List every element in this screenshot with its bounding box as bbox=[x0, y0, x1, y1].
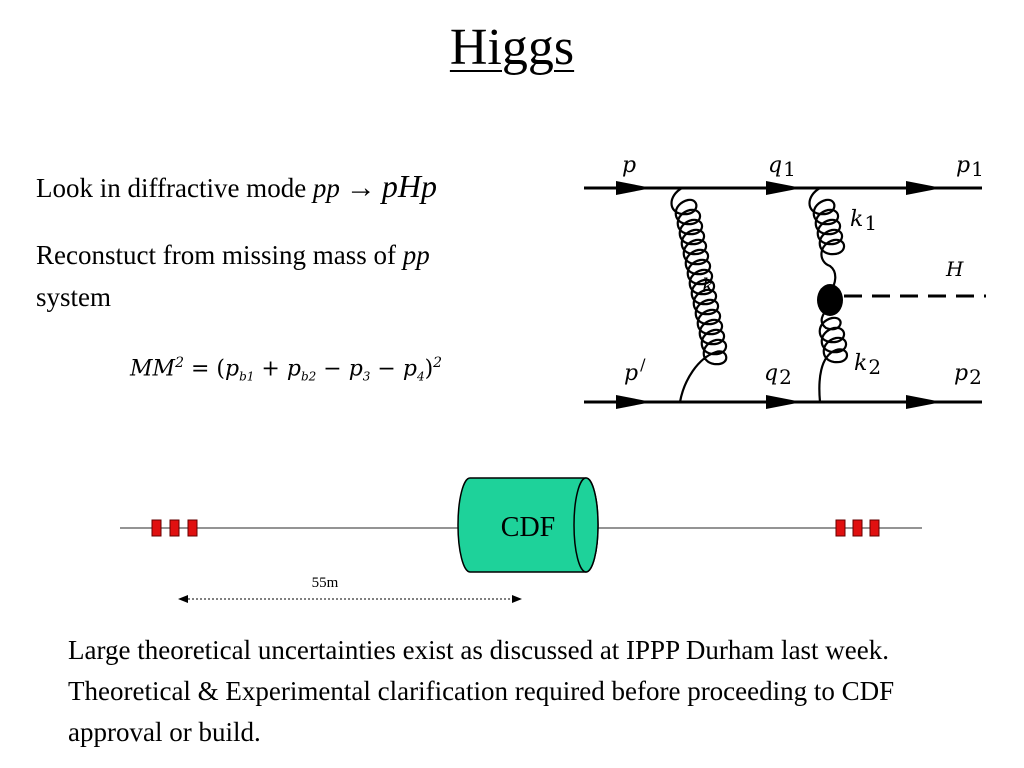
top-arrow-mid bbox=[766, 181, 802, 195]
diffractive-mode-text: Look in diffractive mode bbox=[36, 173, 313, 203]
roman-pot-left-2 bbox=[169, 519, 180, 537]
reconstruct-text: Reconstuct from missing mass of bbox=[36, 240, 403, 270]
roman-pot-left-1 bbox=[151, 519, 162, 537]
formula-close-exp: 2 bbox=[433, 355, 443, 371]
label-k2: k2 bbox=[854, 351, 881, 379]
formula-term3-sub: 3 bbox=[362, 369, 371, 384]
formula-term3: p bbox=[348, 356, 363, 382]
label-h: H bbox=[945, 257, 964, 281]
distance-label: 55m bbox=[312, 575, 339, 591]
label-k: k bbox=[702, 273, 714, 297]
formula-term1-sub: b1 bbox=[239, 369, 255, 384]
formula-term2: p bbox=[286, 356, 301, 382]
formula-minus1: − bbox=[316, 356, 349, 382]
label-p1: p1 bbox=[956, 153, 984, 181]
bottom-arrow-right bbox=[906, 395, 942, 409]
formula-term4: p bbox=[402, 356, 417, 382]
label-p-prime: p / bbox=[624, 355, 646, 386]
roman-pot-right-2 bbox=[852, 519, 863, 537]
higgs-vertex bbox=[817, 284, 843, 316]
cdf-detector: CDF bbox=[457, 477, 599, 573]
formula-term1: p bbox=[225, 356, 240, 382]
cdf-label: CDF bbox=[501, 512, 555, 543]
formula-eq: = ( bbox=[183, 356, 225, 382]
distance-arrow-left bbox=[178, 595, 188, 603]
arrow-symbol: → bbox=[345, 171, 376, 204]
formula-term2-sub: b2 bbox=[300, 369, 317, 384]
reconstruct-line: Reconstuct from missing mass of pp syste… bbox=[36, 234, 556, 318]
label-p2: p2 bbox=[954, 361, 982, 389]
system-text: system bbox=[36, 282, 112, 312]
formula-close: ) bbox=[424, 356, 434, 382]
label-q2: q2 bbox=[764, 361, 792, 389]
gluon-k bbox=[670, 187, 728, 403]
pp-symbol: pp bbox=[312, 173, 340, 203]
formula-minus2: − bbox=[370, 356, 403, 382]
top-arrow-left bbox=[616, 181, 652, 195]
diffractive-mode-line: Look in diffractive mode pp → pHp bbox=[36, 168, 437, 205]
php-symbol: pHp bbox=[381, 168, 438, 204]
distance-arrow-right bbox=[512, 595, 522, 603]
label-p: p bbox=[622, 153, 636, 178]
bottom-arrow-mid bbox=[766, 395, 802, 409]
gluon-k1 bbox=[808, 187, 846, 293]
missing-mass-formula: MM2 = (pb1 + pb2 − p3 − p4)2 bbox=[130, 355, 442, 384]
formula-lhs-exp: 2 bbox=[175, 355, 184, 371]
label-k1: k1 bbox=[850, 207, 877, 235]
roman-pot-right-1 bbox=[835, 519, 846, 537]
roman-pot-right-3 bbox=[869, 519, 880, 537]
pp-system-symbol: pp bbox=[402, 240, 430, 270]
formula-term4-sub: 4 bbox=[416, 369, 425, 384]
slide-title: Higgs bbox=[449, 19, 575, 76]
uncertainty-note: Large theoretical uncertainties exist as… bbox=[68, 635, 895, 747]
label-q1: q1 bbox=[768, 153, 796, 181]
formula-plus: + bbox=[254, 356, 287, 382]
bottom-arrow-left bbox=[616, 395, 652, 409]
formula-lhs: MM bbox=[130, 356, 176, 382]
gluon-k2 bbox=[818, 305, 849, 403]
top-arrow-right bbox=[906, 181, 942, 195]
roman-pot-left-3 bbox=[187, 519, 198, 537]
